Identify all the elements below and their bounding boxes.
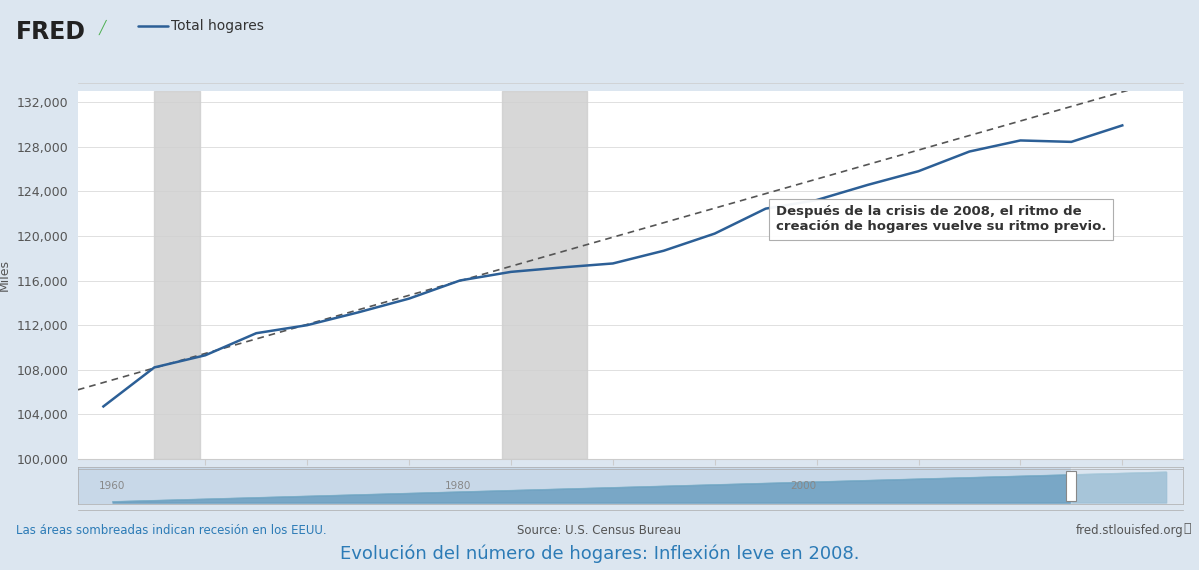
Text: FRED: FRED — [16, 20, 85, 44]
Text: 2000: 2000 — [790, 481, 817, 491]
Bar — [502, 91, 588, 459]
Bar — [1071, 467, 1183, 504]
Text: Total hogares: Total hogares — [171, 19, 264, 32]
Bar — [1066, 471, 1077, 501]
Text: Después de la crisis de 2008, el ritmo de
creación de hogares vuelve su ritmo pr: Después de la crisis de 2008, el ritmo d… — [776, 205, 1107, 233]
Text: fred.stlouisfed.org: fred.stlouisfed.org — [1076, 524, 1183, 536]
Text: Source: U.S. Census Bureau: Source: U.S. Census Bureau — [518, 524, 681, 536]
Text: 1980: 1980 — [445, 481, 471, 491]
Text: ⛶: ⛶ — [1183, 523, 1191, 535]
Text: ╱: ╱ — [98, 20, 106, 35]
Text: 1960: 1960 — [100, 481, 126, 491]
Bar — [155, 91, 200, 459]
Text: Las áreas sombreadas indican recesión en los EEUU.: Las áreas sombreadas indican recesión en… — [16, 524, 326, 536]
Text: Evolución del número de hogares: Inflexión leve en 2008.: Evolución del número de hogares: Inflexi… — [339, 545, 860, 563]
Y-axis label: Miles: Miles — [0, 259, 11, 291]
